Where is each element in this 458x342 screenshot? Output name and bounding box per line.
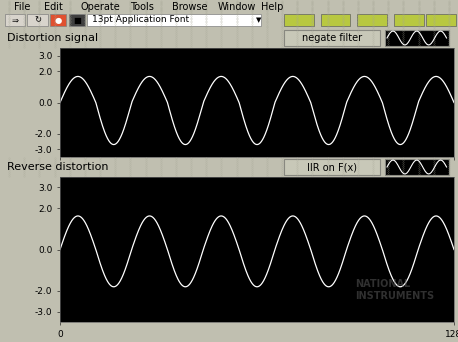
FancyBboxPatch shape [284, 14, 314, 26]
Text: Help: Help [261, 2, 284, 12]
Text: IIR on F(x): IIR on F(x) [307, 162, 357, 172]
Text: ●: ● [55, 15, 62, 25]
Text: 13pt Application Font: 13pt Application Font [92, 15, 189, 25]
FancyBboxPatch shape [385, 30, 449, 47]
Text: File: File [14, 2, 30, 12]
FancyBboxPatch shape [5, 14, 25, 26]
Text: ■: ■ [73, 15, 81, 25]
Text: Reverse distortion: Reverse distortion [7, 162, 109, 172]
Text: Browse: Browse [172, 2, 207, 12]
FancyBboxPatch shape [385, 159, 449, 175]
FancyBboxPatch shape [87, 14, 261, 26]
FancyBboxPatch shape [284, 30, 380, 46]
Text: negate filter: negate filter [302, 33, 362, 43]
FancyBboxPatch shape [69, 14, 85, 26]
Text: Window: Window [218, 2, 256, 12]
Text: Distortion signal: Distortion signal [7, 33, 98, 43]
FancyBboxPatch shape [357, 14, 387, 26]
FancyBboxPatch shape [426, 14, 456, 26]
Text: Operate: Operate [80, 2, 120, 12]
FancyBboxPatch shape [27, 14, 48, 26]
FancyBboxPatch shape [284, 159, 380, 175]
FancyBboxPatch shape [394, 14, 424, 26]
Text: NATIONAL
INSTRUMENTS: NATIONAL INSTRUMENTS [355, 279, 435, 301]
Text: Edit: Edit [44, 2, 62, 12]
Text: ▼: ▼ [256, 17, 262, 23]
Text: ↻: ↻ [34, 15, 41, 25]
Text: Tools: Tools [131, 2, 154, 12]
FancyBboxPatch shape [321, 14, 350, 26]
Text: ⇒: ⇒ [11, 15, 18, 25]
FancyBboxPatch shape [50, 14, 66, 26]
